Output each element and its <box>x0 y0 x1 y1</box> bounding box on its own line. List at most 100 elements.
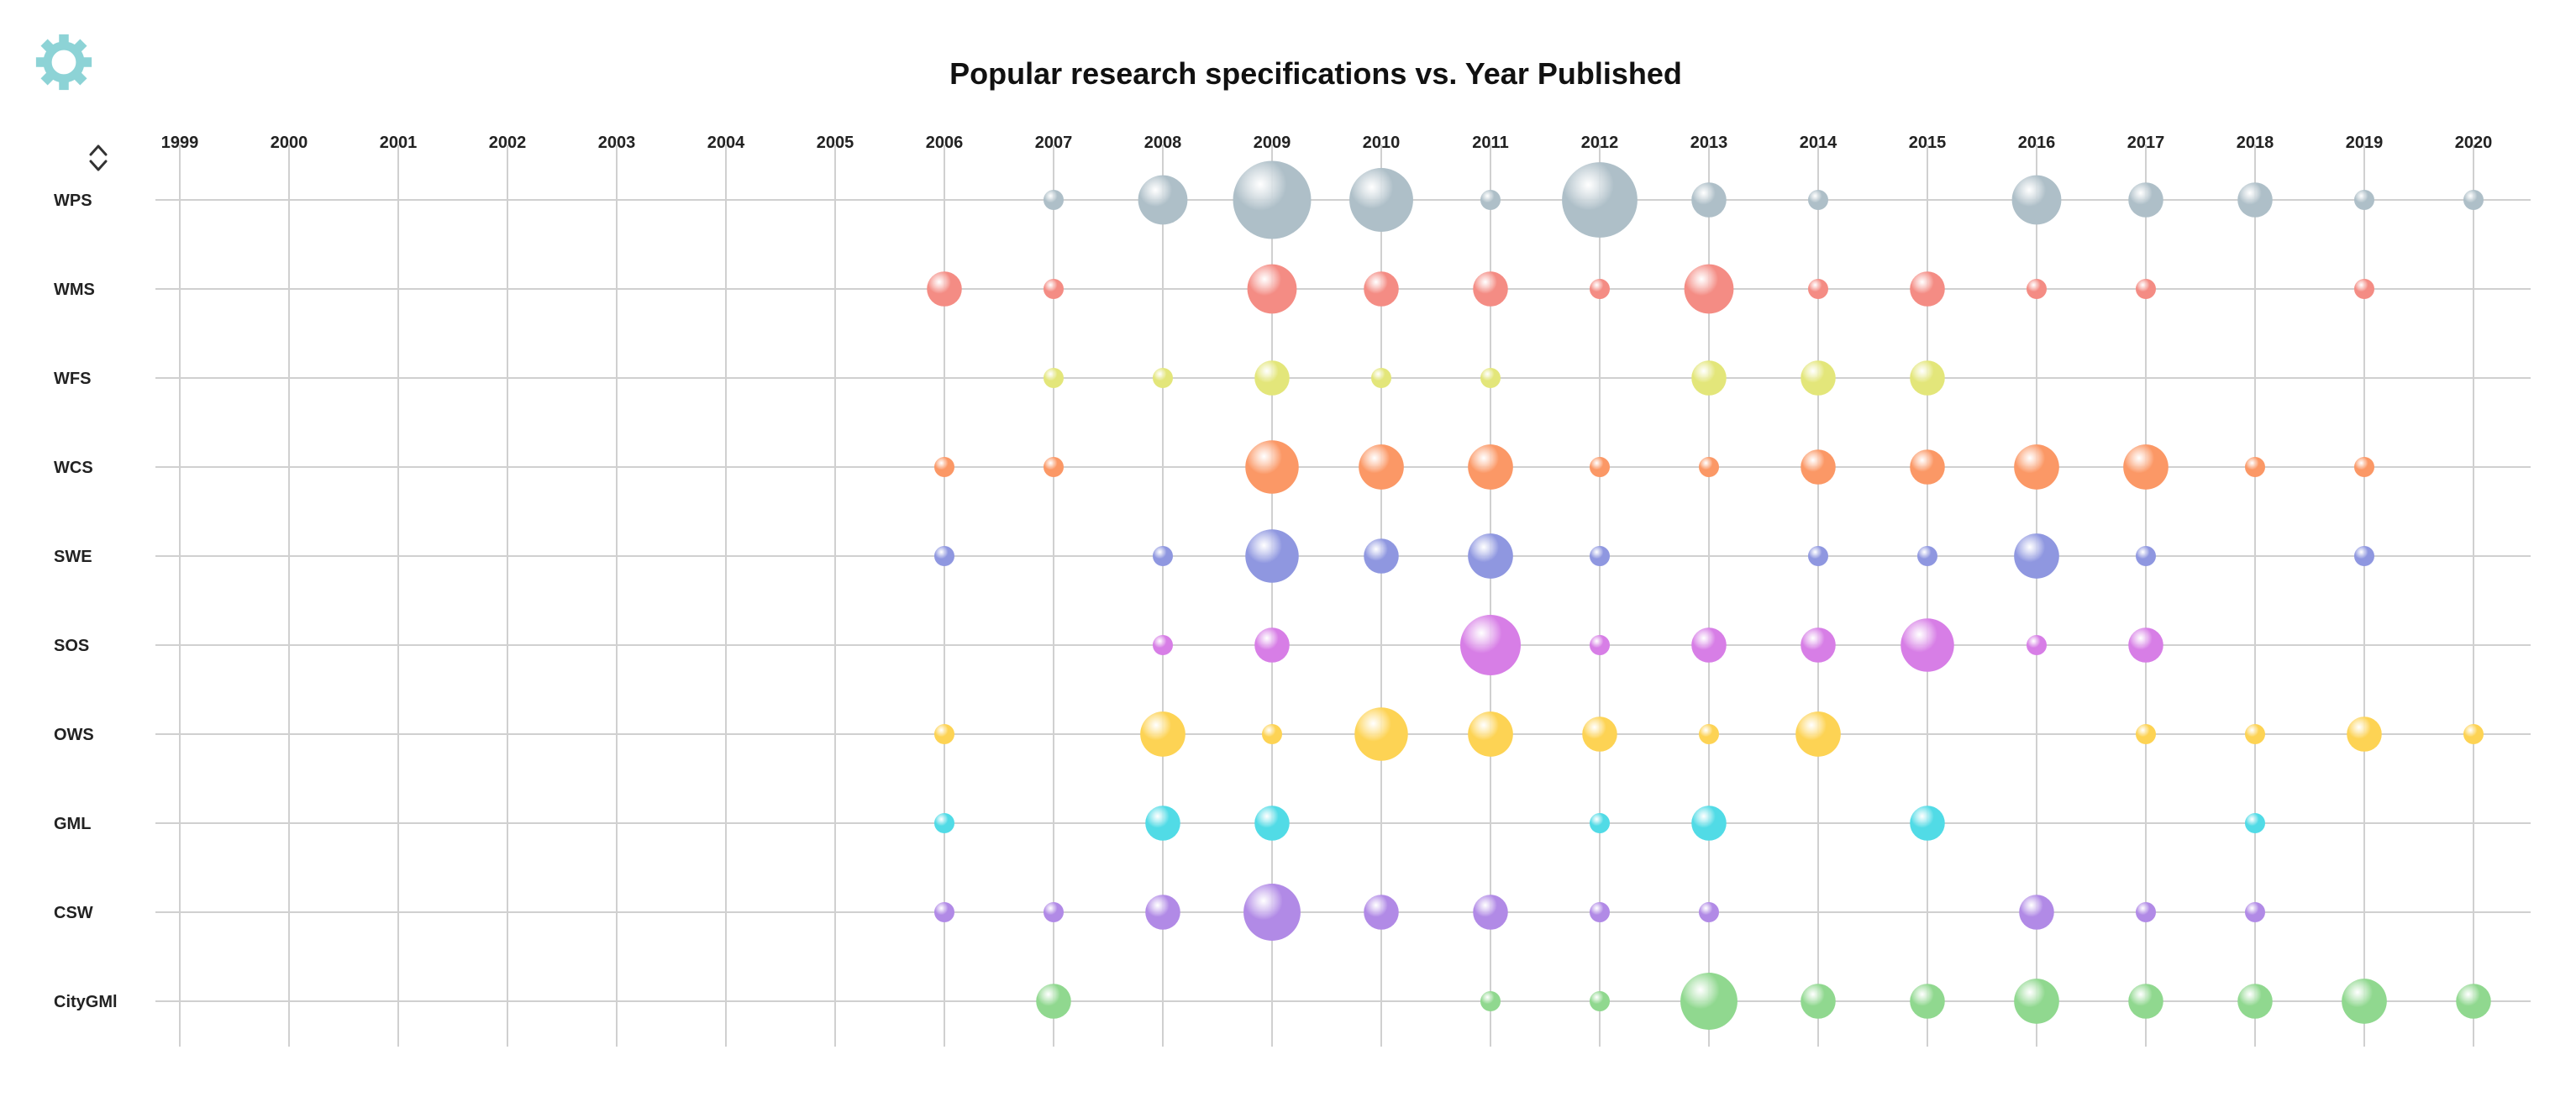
bubble-sos-2014[interactable] <box>1801 627 1836 663</box>
bubble-ows-2010[interactable] <box>1354 707 1408 761</box>
bubble-citygml-2011[interactable] <box>1480 991 1501 1011</box>
bubble-swe-2014[interactable] <box>1808 546 1828 566</box>
bubble-gml-2008[interactable] <box>1145 806 1180 841</box>
bubble-wms-2013[interactable] <box>1684 264 1734 314</box>
bubble-wfs-2009[interactable] <box>1254 360 1290 396</box>
bubble-ows-2006[interactable] <box>934 724 954 744</box>
bubble-wfs-2015[interactable] <box>1910 360 1945 396</box>
bubble-csw-2007[interactable] <box>1044 902 1064 922</box>
bubble-citygml-2014[interactable] <box>1801 984 1836 1019</box>
bubble-swe-2012[interactable] <box>1590 546 1610 566</box>
bubble-wcs-2017[interactable] <box>2123 444 2169 490</box>
bubble-citygml-2019[interactable] <box>2342 979 2387 1024</box>
bubble-ows-2020[interactable] <box>2463 724 2484 744</box>
gear-icon[interactable] <box>34 32 94 92</box>
bubble-wps-2012[interactable] <box>1562 162 1638 238</box>
bubble-wps-2014[interactable] <box>1808 190 1828 210</box>
bubble-wcs-2007[interactable] <box>1044 457 1064 477</box>
bubble-wps-2018[interactable] <box>2237 182 2273 218</box>
bubble-gml-2013[interactable] <box>1691 806 1727 841</box>
bubble-sos-2017[interactable] <box>2128 627 2163 663</box>
bubble-ows-2017[interactable] <box>2136 724 2156 744</box>
bubble-wcs-2013[interactable] <box>1699 457 1719 477</box>
bubble-wms-2011[interactable] <box>1473 271 1508 307</box>
bubble-wms-2006[interactable] <box>927 271 962 307</box>
bubble-wms-2016[interactable] <box>2027 279 2047 299</box>
bubble-citygml-2017[interactable] <box>2128 984 2163 1019</box>
bubble-wms-2007[interactable] <box>1044 279 1064 299</box>
bubble-ows-2008[interactable] <box>1140 711 1185 757</box>
bubble-ows-2014[interactable] <box>1795 711 1841 757</box>
bubble-ows-2009[interactable] <box>1262 724 1282 744</box>
sort-toggle-icon[interactable] <box>86 141 111 175</box>
bubble-citygml-2007[interactable] <box>1036 984 1071 1019</box>
bubble-swe-2015[interactable] <box>1917 546 1937 566</box>
bubble-wfs-2010[interactable] <box>1371 368 1391 388</box>
bubble-wps-2007[interactable] <box>1044 190 1064 210</box>
bubble-csw-2010[interactable] <box>1364 895 1399 930</box>
bubble-citygml-2018[interactable] <box>2237 984 2273 1019</box>
bubble-csw-2018[interactable] <box>2245 902 2265 922</box>
bubble-citygml-2020[interactable] <box>2456 984 2491 1019</box>
bubble-swe-2017[interactable] <box>2136 546 2156 566</box>
bubble-wps-2013[interactable] <box>1691 182 1727 218</box>
bubble-ows-2018[interactable] <box>2245 724 2265 744</box>
bubble-swe-2011[interactable] <box>1468 533 1513 579</box>
bubble-gml-2009[interactable] <box>1254 806 1290 841</box>
bubble-wms-2017[interactable] <box>2136 279 2156 299</box>
bubble-sos-2008[interactable] <box>1153 635 1173 655</box>
bubble-wps-2008[interactable] <box>1138 175 1188 225</box>
bubble-wms-2010[interactable] <box>1364 271 1399 307</box>
bubble-wfs-2011[interactable] <box>1480 368 1501 388</box>
bubble-gml-2018[interactable] <box>2245 813 2265 833</box>
bubble-wcs-2012[interactable] <box>1590 457 1610 477</box>
bubble-sos-2012[interactable] <box>1590 635 1610 655</box>
bubble-gml-2015[interactable] <box>1910 806 1945 841</box>
bubble-swe-2019[interactable] <box>2354 546 2374 566</box>
bubble-csw-2012[interactable] <box>1590 902 1610 922</box>
bubble-csw-2013[interactable] <box>1699 902 1719 922</box>
bubble-wps-2010[interactable] <box>1349 168 1413 232</box>
bubble-gml-2012[interactable] <box>1590 813 1610 833</box>
bubble-wcs-2015[interactable] <box>1910 449 1945 485</box>
bubble-swe-2006[interactable] <box>934 546 954 566</box>
bubble-swe-2009[interactable] <box>1245 529 1299 583</box>
bubble-wcs-2006[interactable] <box>934 457 954 477</box>
bubble-csw-2006[interactable] <box>934 902 954 922</box>
bubble-wcs-2009[interactable] <box>1245 440 1299 494</box>
bubble-wcs-2019[interactable] <box>2354 457 2374 477</box>
bubble-csw-2011[interactable] <box>1473 895 1508 930</box>
bubble-sos-2015[interactable] <box>1900 618 1954 672</box>
bubble-wfs-2007[interactable] <box>1044 368 1064 388</box>
bubble-swe-2010[interactable] <box>1364 538 1399 574</box>
bubble-wms-2015[interactable] <box>1910 271 1945 307</box>
bubble-sos-2016[interactable] <box>2027 635 2047 655</box>
bubble-citygml-2013[interactable] <box>1680 973 1737 1030</box>
bubble-csw-2016[interactable] <box>2019 895 2054 930</box>
bubble-wps-2016[interactable] <box>2011 175 2062 225</box>
bubble-wms-2019[interactable] <box>2354 279 2374 299</box>
bubble-sos-2011[interactable] <box>1460 615 1521 675</box>
bubble-ows-2019[interactable] <box>2347 716 2382 752</box>
bubble-wcs-2010[interactable] <box>1359 444 1404 490</box>
bubble-wps-2019[interactable] <box>2354 190 2374 210</box>
bubble-ows-2013[interactable] <box>1699 724 1719 744</box>
bubble-csw-2017[interactable] <box>2136 902 2156 922</box>
bubble-wcs-2018[interactable] <box>2245 457 2265 477</box>
bubble-wms-2009[interactable] <box>1247 264 1297 314</box>
bubble-wfs-2008[interactable] <box>1153 368 1173 388</box>
bubble-csw-2009[interactable] <box>1243 884 1301 941</box>
bubble-sos-2009[interactable] <box>1254 627 1290 663</box>
bubble-ows-2011[interactable] <box>1468 711 1513 757</box>
bubble-citygml-2016[interactable] <box>2014 979 2059 1024</box>
bubble-wms-2014[interactable] <box>1808 279 1828 299</box>
bubble-sos-2013[interactable] <box>1691 627 1727 663</box>
bubble-wps-2011[interactable] <box>1480 190 1501 210</box>
bubble-ows-2012[interactable] <box>1582 716 1617 752</box>
bubble-gml-2006[interactable] <box>934 813 954 833</box>
bubble-wms-2012[interactable] <box>1590 279 1610 299</box>
bubble-swe-2008[interactable] <box>1153 546 1173 566</box>
bubble-wcs-2011[interactable] <box>1468 444 1513 490</box>
bubble-citygml-2015[interactable] <box>1910 984 1945 1019</box>
bubble-csw-2008[interactable] <box>1145 895 1180 930</box>
